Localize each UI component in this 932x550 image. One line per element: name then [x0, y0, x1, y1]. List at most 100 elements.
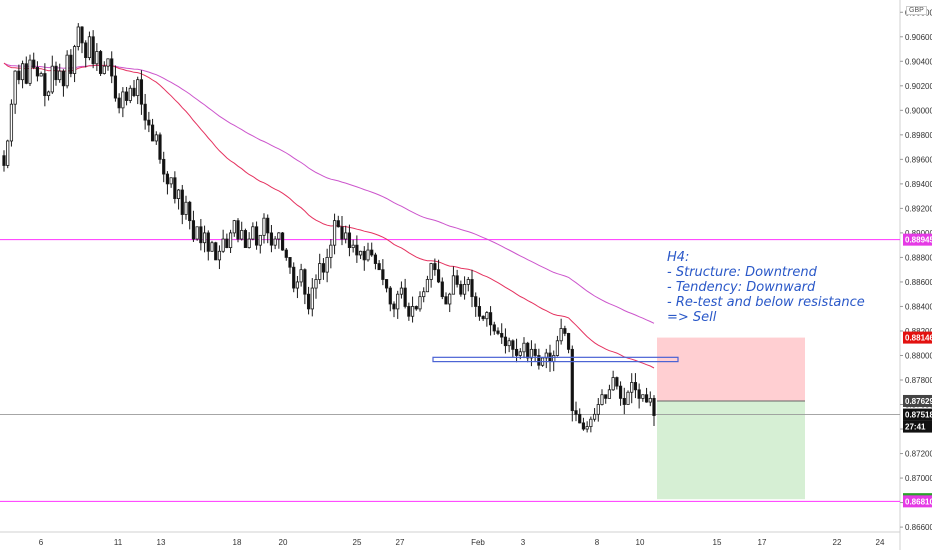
candle-body [470, 279, 474, 298]
ema-slow-line [3, 62, 655, 324]
candle-body [95, 51, 99, 65]
candle-body [169, 177, 173, 185]
y-tick-label: 0.89600 [905, 155, 932, 164]
candle-body [17, 70, 21, 81]
candle-body [455, 275, 459, 285]
candle-body [518, 351, 522, 356]
candle-body [492, 324, 496, 332]
candle-body [466, 279, 470, 285]
candle-body [566, 333, 571, 350]
candle-body [39, 73, 43, 77]
candle-body [162, 158, 166, 175]
candle-body [20, 63, 25, 81]
candle-body [184, 201, 188, 215]
candle-body [332, 220, 337, 246]
candle-body [355, 244, 359, 256]
candle-body [117, 97, 121, 109]
candles [2, 23, 656, 433]
price-badge-label: 27:41 [905, 423, 926, 432]
candle-body [644, 394, 649, 403]
candle-body [180, 189, 184, 215]
price-badge [903, 420, 932, 433]
candle-body [91, 36, 95, 65]
take-profit-zone[interactable] [657, 400, 805, 500]
y-tick-label: 0.90200 [905, 82, 932, 91]
x-tick-label: 6 [39, 538, 44, 547]
candle-body [607, 389, 612, 399]
resistance-zone[interactable] [432, 356, 679, 363]
candle-body [581, 422, 586, 430]
candle-body [228, 232, 233, 249]
candle-body [136, 79, 140, 97]
analysis-annotation[interactable]: H4: - Structure: Downtrend - Tendency: D… [667, 250, 865, 325]
y-tick-label: 0.90600 [905, 33, 932, 42]
annotation-line: H4: [667, 250, 690, 265]
candle-body [128, 87, 132, 101]
candle-body [485, 312, 489, 320]
price-axis[interactable]: 0.908000.906000.904000.902000.900000.898… [900, 8, 932, 532]
candle-body [258, 234, 262, 246]
candle-body [589, 418, 593, 427]
y-tick-label: 0.88200 [905, 327, 932, 336]
candle-body [72, 46, 77, 74]
candle-body [370, 249, 374, 256]
candle-body [251, 226, 255, 240]
candle-body [459, 283, 463, 295]
candle-body [358, 250, 363, 256]
candle-body [306, 293, 311, 310]
candle-body [210, 242, 214, 252]
candle-body [110, 58, 114, 77]
candle-body [444, 296, 448, 305]
moving-averages [3, 62, 655, 369]
price-badge [903, 408, 932, 421]
x-tick-label: 18 [233, 538, 242, 547]
candle-body [522, 342, 526, 353]
horizontal-levels[interactable] [0, 239, 900, 502]
candle-body [299, 269, 303, 283]
candle-body [526, 342, 530, 359]
candle-body [637, 389, 641, 399]
candle-body [9, 103, 14, 142]
x-tick-label: 27 [396, 538, 405, 547]
candle-body [351, 244, 355, 249]
candle-body [76, 26, 80, 47]
candle-body [336, 220, 340, 228]
candle-body [310, 287, 314, 310]
candle-body [280, 232, 285, 251]
candle-body [43, 73, 47, 97]
position-zones [657, 337, 805, 500]
candle-body [98, 51, 103, 74]
candle-body [366, 249, 370, 261]
x-tick-label: 25 [353, 538, 362, 547]
candle-body [381, 269, 385, 280]
candle-body [592, 413, 597, 420]
candle-body [236, 220, 240, 240]
resistance-rectangle[interactable] [432, 356, 679, 363]
annotation-line: => Sell [667, 310, 717, 325]
candle-body [176, 189, 181, 199]
candle-body [440, 281, 444, 298]
candle-body [143, 103, 147, 121]
candle-body [54, 65, 58, 81]
candle-body [630, 382, 634, 393]
candle-body [266, 217, 270, 234]
candle-body [113, 75, 118, 99]
y-tick-label: 0.87800 [905, 376, 932, 385]
y-tick-label: 0.86600 [905, 523, 932, 532]
annotation-line: - Tendency: Downward [667, 280, 816, 295]
y-tick-label: 0.87200 [905, 450, 932, 459]
candle-body [488, 312, 493, 326]
time-axis[interactable]: 6 11 13 18 20 25 27 Feb 3 8 10 15 17 22 24 [39, 538, 885, 547]
candle-body [199, 226, 203, 244]
stop-loss-zone[interactable] [657, 337, 805, 401]
candle-body [496, 330, 500, 334]
candle-body [24, 63, 28, 84]
candle-body [80, 26, 84, 44]
candle-body [340, 226, 344, 240]
price-badge-label: 0.88146 [905, 334, 932, 343]
candle-body [243, 230, 248, 249]
price-badge-label: 0.87518 [905, 411, 932, 420]
candle-body [318, 263, 322, 280]
x-tick-label: Feb [471, 538, 485, 547]
